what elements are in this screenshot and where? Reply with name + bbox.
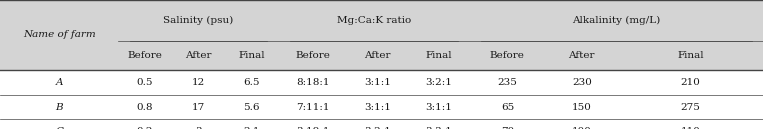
Text: C: C (55, 127, 63, 129)
Text: 0.5: 0.5 (137, 78, 153, 87)
Text: B: B (56, 103, 63, 111)
Text: 3:2:1: 3:2:1 (425, 78, 452, 87)
Bar (0, 0, 763, 70)
Text: 3:1:1: 3:1:1 (364, 103, 391, 111)
Text: 110: 110 (681, 127, 700, 129)
Text: 150: 150 (571, 103, 592, 111)
Text: 70: 70 (501, 127, 514, 129)
Text: Before: Before (490, 51, 525, 60)
Text: 0.2: 0.2 (137, 127, 153, 129)
Text: 7:11:1: 7:11:1 (296, 103, 330, 111)
Text: 3:2:1: 3:2:1 (364, 127, 391, 129)
Text: Mg:Ca:K ratio: Mg:Ca:K ratio (336, 16, 411, 25)
Text: 235: 235 (497, 78, 517, 87)
Text: Name of farm: Name of farm (23, 30, 95, 39)
Text: 0.8: 0.8 (137, 103, 153, 111)
Bar (0, 95, 763, 119)
Text: 6.5: 6.5 (243, 78, 260, 87)
Text: Final: Final (426, 51, 452, 60)
Text: 8:18:1: 8:18:1 (296, 78, 330, 87)
Text: 3:1:1: 3:1:1 (364, 78, 391, 87)
Text: 3:19:1: 3:19:1 (296, 127, 330, 129)
Text: After: After (365, 51, 391, 60)
Bar (0, 119, 763, 129)
Text: After: After (185, 51, 211, 60)
Text: Alkalinity (mg/L): Alkalinity (mg/L) (572, 16, 660, 25)
Text: 3: 3 (195, 127, 201, 129)
Text: After: After (568, 51, 595, 60)
Text: 210: 210 (681, 78, 700, 87)
Text: 2.1: 2.1 (243, 127, 260, 129)
Bar (0, 70, 763, 95)
Text: 3:1:1: 3:1:1 (425, 103, 452, 111)
Text: Before: Before (295, 51, 330, 60)
Text: 65: 65 (501, 103, 514, 111)
Text: Final: Final (239, 51, 265, 60)
Text: 100: 100 (571, 127, 592, 129)
Text: A: A (56, 78, 63, 87)
Text: 275: 275 (681, 103, 700, 111)
Text: Final: Final (678, 51, 703, 60)
Text: 3:3:1: 3:3:1 (425, 127, 452, 129)
Text: 5.6: 5.6 (243, 103, 260, 111)
Text: Before: Before (127, 51, 163, 60)
Text: 230: 230 (571, 78, 592, 87)
Text: 17: 17 (192, 103, 205, 111)
Text: 12: 12 (192, 78, 205, 87)
Text: Salinity (psu): Salinity (psu) (163, 16, 233, 25)
